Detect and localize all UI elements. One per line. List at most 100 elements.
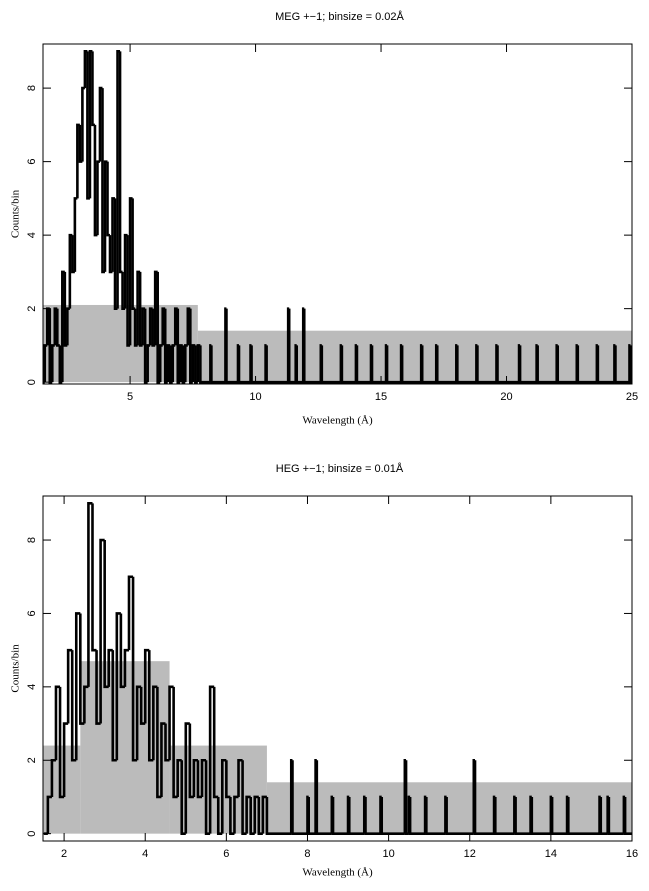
count-step xyxy=(241,760,247,835)
count-step xyxy=(160,722,166,797)
count-step xyxy=(473,760,495,835)
count-step xyxy=(106,161,111,237)
count-step xyxy=(208,685,215,834)
count-step xyxy=(87,502,93,687)
x-tick-label: 4 xyxy=(142,848,148,860)
count-step xyxy=(295,345,304,384)
count-step xyxy=(113,198,118,310)
count-step xyxy=(216,796,223,835)
count-step xyxy=(253,795,259,834)
count-step xyxy=(596,345,615,384)
count-step xyxy=(265,345,289,384)
count-step xyxy=(225,760,231,799)
count-step xyxy=(168,685,174,761)
count-step xyxy=(108,235,113,274)
count-step xyxy=(599,796,608,835)
y-tick-label: 4 xyxy=(26,684,38,690)
error-band xyxy=(197,330,633,383)
count-step xyxy=(476,345,497,384)
count-step xyxy=(70,650,77,762)
count-step xyxy=(191,344,196,383)
count-step xyxy=(123,233,128,309)
count-step xyxy=(196,344,201,383)
count-step xyxy=(536,345,557,384)
count-step xyxy=(380,796,405,835)
count-step xyxy=(128,197,133,346)
x-tick-label: 6 xyxy=(223,848,229,860)
count-step xyxy=(576,345,597,384)
count-step xyxy=(204,760,211,835)
x-tick-label: 12 xyxy=(464,848,476,860)
y-axis-label: Counts/bin xyxy=(10,189,22,238)
y-tick-label: 2 xyxy=(26,306,38,312)
y-tick-label: 2 xyxy=(26,757,38,763)
y-tick-label: 6 xyxy=(26,610,38,616)
count-step xyxy=(115,612,121,761)
count-step xyxy=(518,345,537,384)
count-step xyxy=(250,345,266,384)
count-step xyxy=(46,795,52,834)
count-step xyxy=(229,796,235,835)
count-step xyxy=(101,88,105,274)
count-step xyxy=(176,758,182,797)
count-step xyxy=(58,686,65,799)
count-step xyxy=(123,648,129,687)
count-step xyxy=(152,685,158,761)
count-step xyxy=(233,795,239,834)
count-step xyxy=(347,796,365,835)
count-step xyxy=(331,796,349,835)
count-step xyxy=(143,648,150,724)
x-tick-label: 15 xyxy=(375,391,387,403)
count-step xyxy=(83,685,89,724)
count-step xyxy=(355,345,372,384)
count-step xyxy=(493,796,515,835)
count-step xyxy=(607,796,624,835)
count-step xyxy=(98,86,103,162)
x-axis-label: Wavelength (Å) xyxy=(302,415,373,427)
count-step xyxy=(91,503,97,652)
count-step xyxy=(210,345,226,384)
y-tick-label: 0 xyxy=(26,379,38,385)
x-tick-label: 10 xyxy=(382,848,394,860)
count-step xyxy=(364,796,381,835)
count-step xyxy=(121,271,126,310)
x-tick-label: 14 xyxy=(545,848,557,860)
count-step xyxy=(200,758,207,797)
count-step xyxy=(320,345,341,384)
count-step xyxy=(78,124,83,163)
count-step xyxy=(180,760,186,835)
count-step xyxy=(220,758,227,834)
count-step xyxy=(315,760,332,835)
count-step xyxy=(56,308,60,347)
count-step xyxy=(261,795,267,834)
count-step xyxy=(95,650,101,725)
count-step xyxy=(257,796,263,835)
count-step xyxy=(66,307,70,346)
count-step xyxy=(103,540,109,689)
count-step xyxy=(287,308,296,384)
count-step xyxy=(91,51,95,127)
count-step xyxy=(291,760,308,835)
count-step xyxy=(99,538,105,724)
y-tick-label: 6 xyxy=(26,159,38,165)
count-step xyxy=(66,648,73,724)
y-axis-label: Counts/bin xyxy=(10,644,22,693)
error-band xyxy=(80,661,170,834)
y-tick-label: 8 xyxy=(26,85,38,91)
count-step xyxy=(425,796,446,835)
x-tick-label: 25 xyxy=(626,391,638,403)
count-step xyxy=(385,345,402,384)
count-step xyxy=(68,233,73,309)
x-axis-label: Wavelength (Å) xyxy=(302,867,373,879)
count-step xyxy=(199,345,211,384)
count-step xyxy=(245,795,251,834)
count-step xyxy=(556,345,577,384)
count-step xyxy=(50,758,56,797)
count-step xyxy=(156,686,162,799)
count-step xyxy=(79,613,85,725)
count-step xyxy=(302,308,321,384)
count-step xyxy=(445,796,474,835)
count-step xyxy=(96,160,100,236)
count-step xyxy=(107,648,113,687)
